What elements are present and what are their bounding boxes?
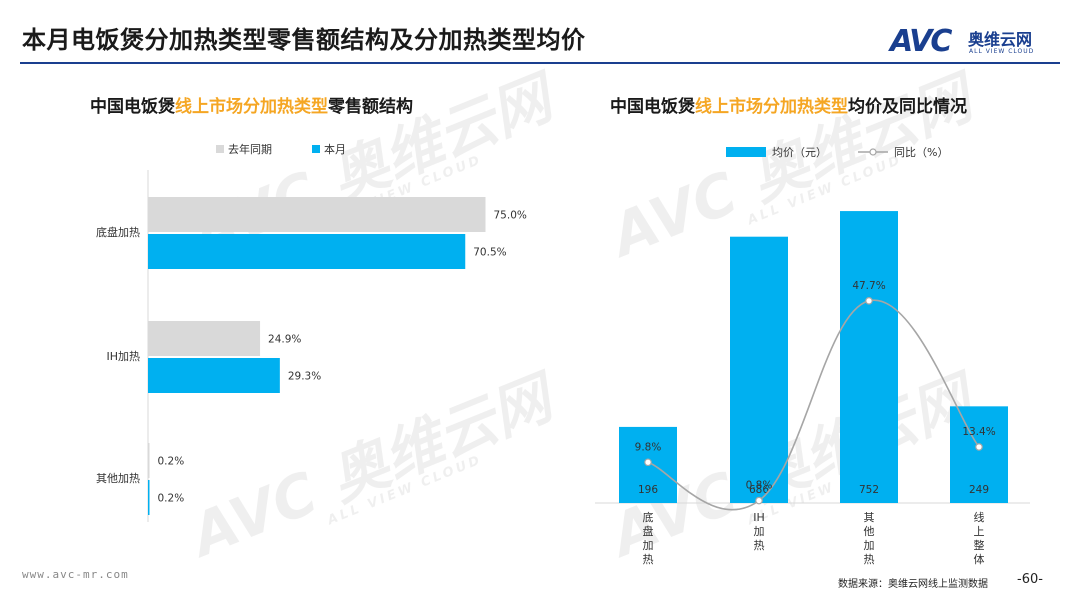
right-chart-title: 中国电饭煲线上市场分加热类型均价及同比情况 [610, 97, 967, 117]
data-label: 70.5% [473, 247, 506, 259]
category-label: 体 [974, 552, 985, 566]
line-value-label: 9.8% [635, 441, 662, 453]
legend-label: 均价（元） [772, 146, 827, 159]
data-label: 29.3% [288, 371, 321, 383]
category-label: 热 [643, 553, 654, 566]
category-label: 底盘加热 [96, 225, 140, 239]
line-marker [865, 296, 873, 305]
category-label: 底 [643, 510, 654, 524]
logo-letters: AVC [890, 24, 952, 59]
bar [148, 443, 150, 478]
data-label: 0.2% [158, 493, 185, 505]
bar-value-label: 196 [638, 484, 658, 496]
category-label: 他 [864, 525, 875, 538]
bar [148, 358, 280, 393]
legend-label: 去年同期 [228, 142, 272, 156]
bar [730, 236, 788, 503]
legend-label: 同比（%） [894, 146, 948, 159]
logo-en: ALL VIEW CLOUD [969, 48, 1035, 55]
data-label: 24.9% [268, 334, 301, 346]
bar [148, 480, 150, 515]
category-label: 线 [974, 510, 985, 524]
page-number: -60- [1017, 572, 1043, 587]
category-label: 上 [974, 525, 985, 538]
avc-logo: AVC 奥维云网 ALL VIEW CLOUD [890, 24, 1060, 62]
bar-value-label: 752 [859, 484, 879, 496]
category-label: 热 [754, 539, 765, 552]
bar [840, 211, 898, 503]
category-label: 热 [864, 553, 875, 566]
line-value-label: 0.8% [746, 480, 773, 492]
line-marker [755, 496, 763, 505]
legend-swatch [216, 145, 224, 153]
bar-value-label: 249 [969, 484, 989, 496]
category-label: IH [753, 511, 765, 524]
data-label: 75.0% [494, 210, 527, 222]
line-marker [644, 458, 652, 467]
legend-marker [869, 148, 877, 156]
category-label: 加 [864, 539, 875, 552]
line-value-label: 13.4% [962, 426, 995, 438]
left-chart-title: 中国电饭煲线上市场分加热类型零售额结构 [90, 97, 413, 117]
bar-value-label: 686 [749, 484, 769, 496]
right-chart: 均价（元） 同比（%） 196 686 752 249 9.8% 0.8% 47.7% 13.4%… [595, 146, 1030, 566]
line-marker [975, 443, 983, 451]
bar [148, 197, 486, 232]
title-rule [20, 62, 1060, 64]
category-label: 加 [643, 539, 654, 552]
category-label: 其 [864, 511, 875, 524]
bar [148, 321, 261, 356]
legend-swatch [312, 145, 320, 153]
logo-cn: 奥维云网 [968, 30, 1033, 49]
bar [148, 234, 466, 269]
category-label: 盘 [643, 524, 654, 538]
page-title: 本月电饭煲分加热类型零售额结构及分加热类型均价 [22, 26, 586, 54]
legend-swatch [726, 147, 766, 157]
bar [950, 406, 1008, 503]
category-label: 加 [754, 525, 765, 538]
category-label: IH加热 [106, 350, 140, 363]
data-label: 0.2% [158, 456, 185, 468]
footer-url: www.avc-mr.com [22, 568, 129, 581]
footer-source: 数据来源：奥维云网线上监测数据 [838, 579, 988, 590]
yoy-line [647, 299, 980, 511]
category-label: 其他加热 [96, 472, 140, 485]
category-label: 整 [974, 538, 985, 552]
line-value-label: 47.7% [852, 280, 885, 292]
legend-label: 本月 [324, 142, 346, 156]
